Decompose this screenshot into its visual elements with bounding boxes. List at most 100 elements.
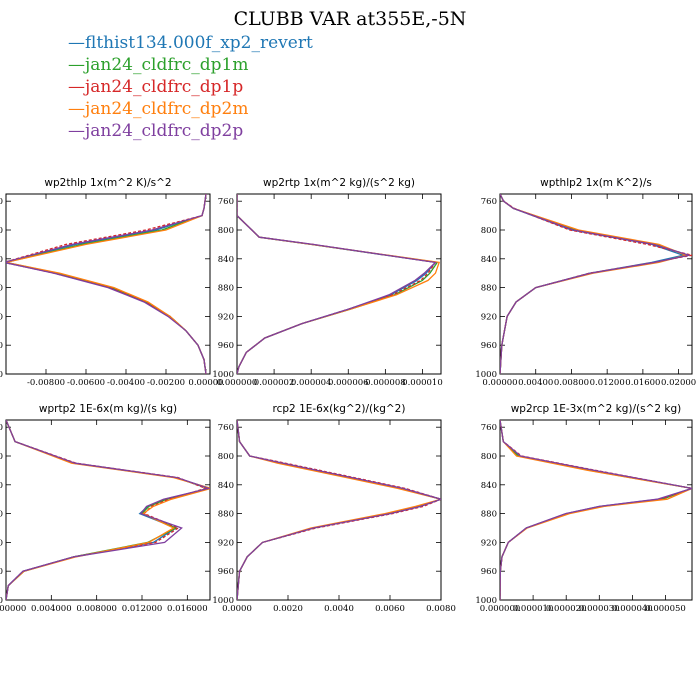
series-line <box>6 420 208 600</box>
y-tick-label: 760 <box>218 197 234 207</box>
chart-panel: wprtp2 1E-6x(m kg)/(s kg) 760 800 840 880 920… <box>0 403 211 614</box>
x-tick-label: -0.00600 <box>67 378 105 388</box>
legend-line-swatch: — <box>68 33 85 53</box>
y-tick-label: 840 <box>0 481 3 491</box>
x-tick-label: -0.00400 <box>107 378 145 388</box>
y-tick-label: 800 <box>218 452 234 462</box>
y-tick-label: 760 <box>481 197 497 207</box>
legend-line-swatch: — <box>68 77 85 97</box>
x-tick-label: 0.0060 <box>375 604 405 614</box>
legend-label: jan24_cldfrc_dp2p <box>85 121 244 141</box>
legend-item: — jan24_cldfrc_dp1p <box>68 76 313 98</box>
y-tick-label: 920 <box>218 312 234 322</box>
x-tick-label: 0.000010 <box>513 604 554 614</box>
chart-panel: rcp2 1E-6x(kg^2)/(kg^2) 760 800 840 880 920 96… <box>212 403 456 614</box>
panel-title: wpthlp2 1x(m K^2)/s <box>540 177 652 189</box>
y-tick-label: 760 <box>0 197 3 207</box>
x-tick-label: 0.0020 <box>273 604 303 614</box>
panel-title: wp2rcp 1E-3x(m^2 kg)/(s^2 kg) <box>511 403 682 415</box>
chart-panel: wp2rcp 1E-3x(m^2 kg)/(s^2 kg) 760 800 840 88… <box>475 403 693 614</box>
y-tick-label: 880 <box>481 284 497 294</box>
series-line <box>237 194 437 374</box>
series-line <box>6 194 207 374</box>
y-tick-label: 960 <box>481 567 497 577</box>
y-tick-label: 1000 <box>212 596 234 606</box>
x-tick-label: 0.01600 <box>625 378 660 388</box>
legend-item: — jan24_cldfrc_dp2m <box>68 98 313 120</box>
series-line <box>237 420 441 600</box>
y-tick-label: 960 <box>218 341 234 351</box>
x-tick-label: 0.00000 <box>482 378 517 388</box>
plot-frame <box>499 193 693 375</box>
series-line <box>6 194 207 374</box>
figure-title: CLUBB VAR at355E,-5N <box>233 8 467 30</box>
x-tick-label: 0.016000 <box>167 604 208 614</box>
legend-label: jan24_cldfrc_dp1m <box>85 55 249 75</box>
y-tick-label: 800 <box>218 226 234 236</box>
series-line <box>500 194 688 374</box>
y-tick-label: 800 <box>0 226 3 236</box>
y-tick-label: 800 <box>0 452 3 462</box>
x-tick-label: 0.000000 <box>217 378 258 388</box>
y-tick-label: 800 <box>481 226 497 236</box>
x-tick-label: 0.0040 <box>324 604 354 614</box>
x-tick-label: 0.000050 <box>645 604 686 614</box>
y-tick-label: 840 <box>218 481 234 491</box>
y-tick-label: 840 <box>218 255 234 265</box>
x-tick-label: -0.00200 <box>147 378 185 388</box>
plot-frame <box>236 193 442 375</box>
plot-frame <box>236 419 442 601</box>
y-tick-label: 1000 <box>475 370 497 380</box>
panel-title: wp2thlp 1x(m^2 K)/s^2 <box>44 177 171 189</box>
series-line <box>237 420 441 600</box>
y-tick-label: 840 <box>0 255 3 265</box>
series-line <box>500 194 690 374</box>
y-tick-label: 1000 <box>0 596 3 606</box>
panel-title: rcp2 1E-6x(kg^2)/(kg^2) <box>273 403 406 415</box>
series-line <box>237 420 441 600</box>
y-tick-label: 760 <box>0 423 3 433</box>
y-tick-label: 840 <box>481 255 497 265</box>
y-tick-label: 1000 <box>475 596 497 606</box>
x-tick-label: 0.000000 <box>0 604 26 614</box>
series-line <box>500 420 692 600</box>
x-tick-label: 0.000002 <box>254 378 295 388</box>
y-tick-label: 880 <box>218 284 234 294</box>
panel-title: wprtp2 1E-6x(m kg)/(s kg) <box>39 403 177 415</box>
series-line <box>500 194 686 374</box>
legend-line-swatch: — <box>68 99 85 119</box>
legend-line-swatch: — <box>68 121 85 141</box>
legend-item: — jan24_cldfrc_dp2p <box>68 120 313 142</box>
y-tick-label: 960 <box>218 567 234 577</box>
series-line <box>6 194 207 374</box>
panel-title: wp2rtp 1x(m^2 kg)/(s^2 kg) <box>263 177 415 189</box>
series-line <box>237 194 437 374</box>
plot-frame <box>5 419 211 601</box>
y-tick-label: 760 <box>218 423 234 433</box>
x-tick-label: 0.00800 <box>554 378 589 388</box>
x-tick-label: 0.0080 <box>426 604 456 614</box>
x-tick-label: 0.000008 <box>365 378 406 388</box>
y-tick-label: 920 <box>0 538 3 548</box>
legend-label: jan24_cldfrc_dp1p <box>85 77 244 97</box>
x-tick-label: 0.000020 <box>546 604 587 614</box>
y-tick-label: 1000 <box>0 370 3 380</box>
x-tick-label: 0.000040 <box>612 604 653 614</box>
x-tick-label: 0.02000 <box>661 378 696 388</box>
series-line <box>6 194 207 374</box>
x-tick-label: 0.000006 <box>328 378 369 388</box>
series-line <box>6 194 207 374</box>
y-tick-label: 960 <box>0 341 3 351</box>
series-line <box>6 420 210 600</box>
legend-item: — jan24_cldfrc_dp1m <box>68 54 313 76</box>
y-tick-label: 880 <box>0 510 3 520</box>
y-tick-label: 920 <box>481 538 497 548</box>
x-tick-label: 0.008000 <box>76 604 117 614</box>
legend-label: jan24_cldfrc_dp2m <box>85 99 249 119</box>
series-line <box>500 420 692 600</box>
legend: — flthist134.000f_xp2_revert — jan24_cldf… <box>68 32 313 142</box>
y-tick-label: 840 <box>481 481 497 491</box>
y-tick-label: 760 <box>481 423 497 433</box>
x-tick-label: 0.000004 <box>291 378 332 388</box>
x-tick-label: 0.00000 <box>188 378 223 388</box>
